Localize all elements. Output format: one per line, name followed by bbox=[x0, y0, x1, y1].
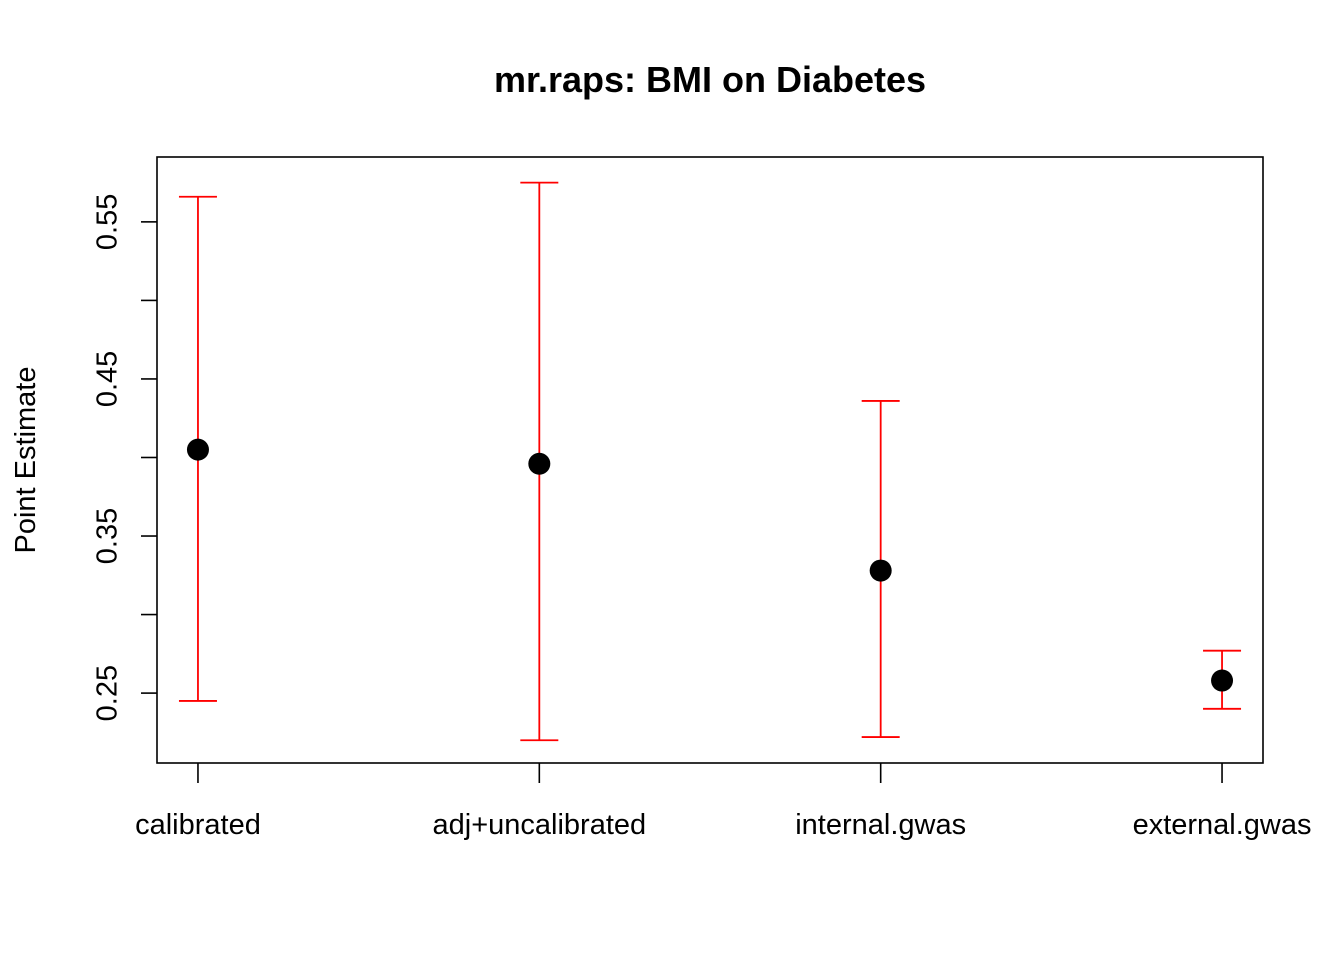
point-estimate bbox=[1211, 669, 1234, 692]
y-axis: 0.25 0.35 0.45 0.55 bbox=[92, 194, 157, 721]
y-axis-label: Point Estimate bbox=[10, 367, 42, 554]
point-estimate bbox=[869, 559, 892, 582]
x-axis: calibrated adj+uncalibrated internal.gwas e… bbox=[135, 763, 1312, 841]
chart-title: mr.raps: BMI on Diabetes bbox=[494, 59, 926, 100]
y-tick-label: 0.45 bbox=[92, 351, 124, 407]
error-bars bbox=[178, 181, 1242, 742]
point-estimate bbox=[528, 452, 551, 475]
y-tick-label: 0.55 bbox=[92, 194, 124, 250]
points bbox=[186, 438, 1234, 692]
x-tick-label: adj+uncalibrated bbox=[433, 809, 647, 841]
y-tick-label: 0.35 bbox=[92, 508, 124, 564]
x-tick-label: external.gwas bbox=[1133, 809, 1312, 841]
plot-frame bbox=[156, 156, 1264, 764]
point-estimate bbox=[186, 438, 209, 461]
y-tick-label: 0.25 bbox=[92, 665, 124, 721]
x-tick-label: internal.gwas bbox=[795, 809, 966, 841]
x-tick-label: calibrated bbox=[135, 809, 261, 841]
